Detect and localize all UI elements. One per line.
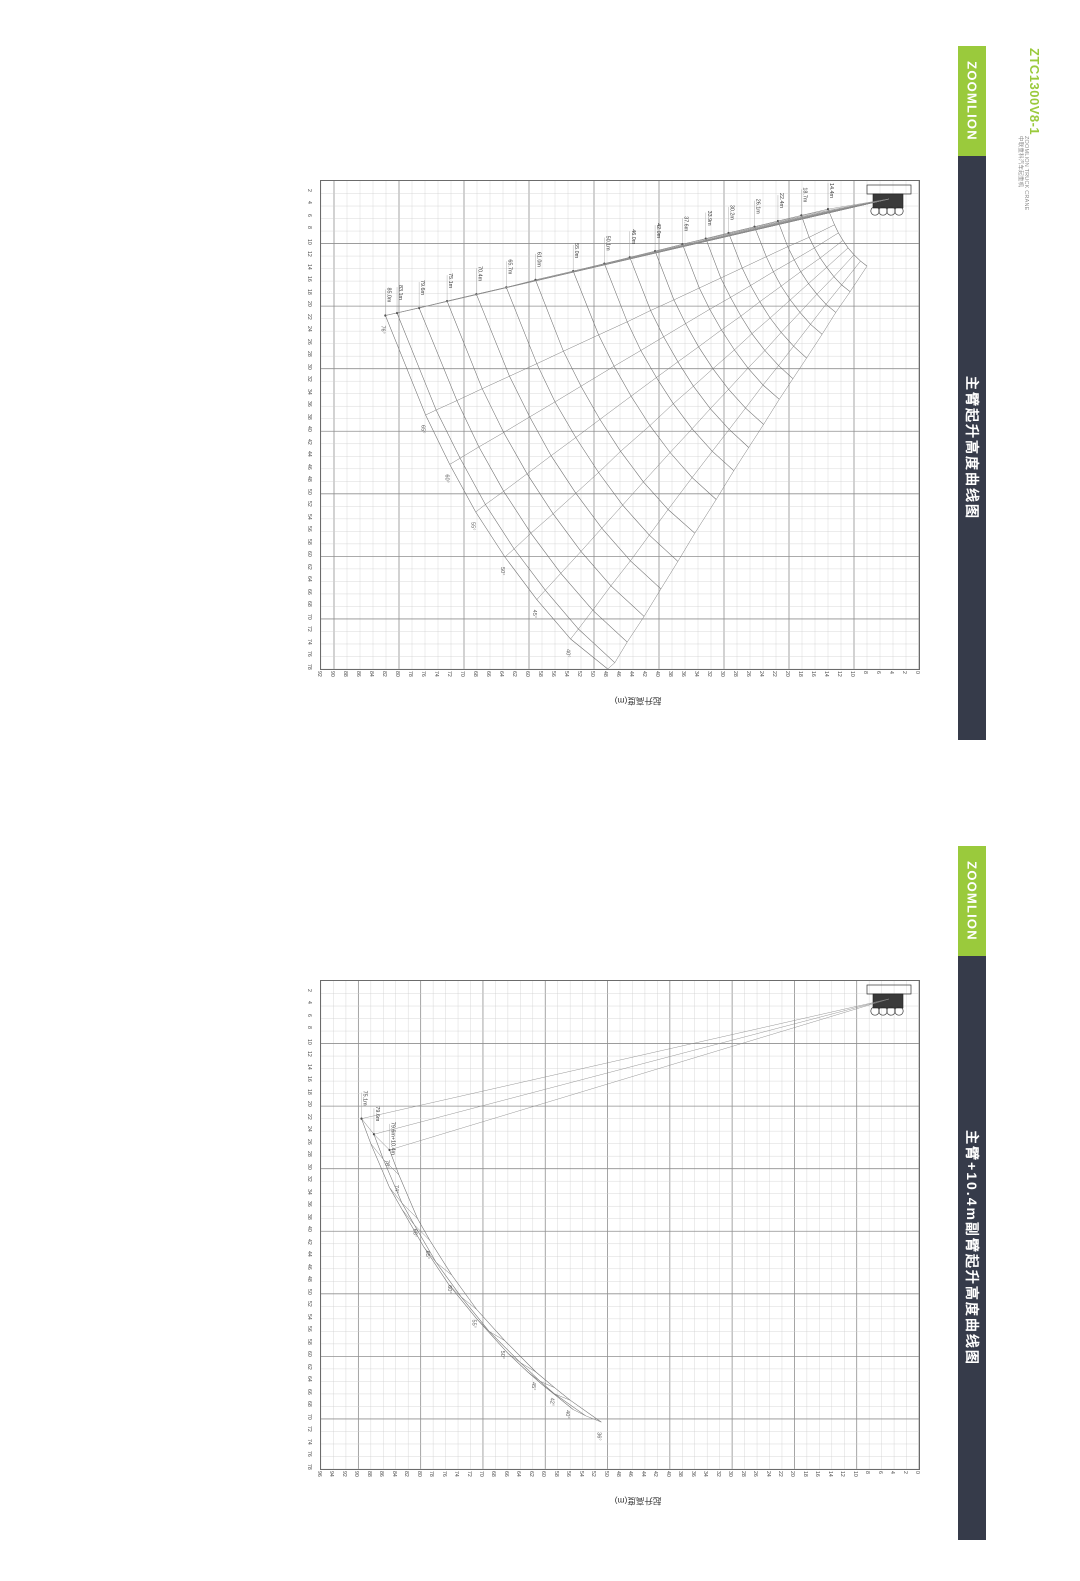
radius-tick-labels: 2 4 6 8 10 12 14 16 18 20 22 24 26 28 30 32 34 36 38 40 42 44… (306, 988, 312, 1470)
svg-text:26.1m: 26.1m (755, 199, 761, 214)
svg-text:65.7m: 65.7m (506, 259, 512, 274)
svg-text:60°: 60° (446, 1285, 452, 1293)
chart-main-boom: 工作幅度 (m) 起升高度(m) 76°65°60°55°50°45°40°35… (280, 70, 940, 740)
svg-text:79.6m: 79.6m (374, 1106, 380, 1121)
svg-text:30.2m: 30.2m (729, 205, 735, 220)
height-tick-labels: 0 2 4 6 8 10 12 14 16 18 20 22 24 26 28 30 32 34 36 38 40 42 4… (316, 1471, 920, 1477)
svg-text:36°: 36° (595, 1432, 601, 1440)
svg-text:78°: 78° (383, 1160, 389, 1168)
svg-text:79.6m+10.4m: 79.6m+10.4m (389, 1122, 395, 1156)
brand-label-1: ZOOMLION (964, 61, 980, 141)
svg-text:40°: 40° (564, 1410, 570, 1418)
svg-text:42.0m: 42.0m (655, 223, 661, 238)
chart-title-1: 主臂起升高度曲线图 (964, 376, 980, 520)
svg-text:18.7m: 18.7m (801, 187, 807, 202)
chart-main-boom-jib: 工作幅度 (m) 起升高度(m) 78°74°68°65°60°55°50°45… (280, 870, 940, 1540)
plot-area-2: 78° 74° 68° 65° 60° 55° 50° 45° 42° 40° 36° 75.1m 79… (320, 980, 920, 1470)
model-subtitle-cn: 中联重科汽车起重机 (1017, 136, 1023, 188)
svg-text:37.6m: 37.6m (682, 216, 688, 231)
brand-banner-1: ZOOMLION (958, 46, 986, 156)
title-banner-2: 主臂+10.4m副臂起升高度曲线图 (958, 956, 986, 1540)
svg-text:61.0m: 61.0m (536, 252, 542, 267)
svg-text:33.9m: 33.9m (706, 211, 712, 226)
svg-text:45°: 45° (530, 1382, 536, 1390)
radius-tick-labels: 2 4 6 8 10 12 14 16 18 20 22 24 26 28 30 32 34 36 38 40 42 44… (306, 188, 312, 670)
svg-text:85.0m: 85.0m (385, 287, 391, 302)
svg-text:76°: 76° (379, 325, 385, 333)
plot-area-1: 76°65°60°55°50°45°40°35°14.4m18.7m22.4m2… (320, 180, 920, 670)
svg-text:50°: 50° (499, 1351, 505, 1359)
svg-text:55°: 55° (470, 522, 476, 530)
height-tick-labels: 0 2 4 6 8 10 12 14 16 18 20 22 24 26 28 30 32 34 36 38 40 42 4… (316, 671, 920, 677)
svg-text:50.1m: 50.1m (604, 236, 610, 251)
svg-text:55.0m: 55.0m (573, 243, 579, 258)
svg-text:42°: 42° (549, 1398, 555, 1406)
svg-text:79.6m: 79.6m (419, 280, 425, 295)
svg-text:55°: 55° (471, 1320, 477, 1328)
model-code-strip: ZTC1300V8-1 ZOOMLION TRUCK CRANE 中联重科汽车起… (1017, 40, 1080, 240)
brand-banner-2: ZOOMLION (958, 846, 986, 956)
svg-text:70.4m: 70.4m (476, 266, 482, 281)
svg-text:46.0m: 46.0m (630, 229, 636, 244)
svg-text:14.4m: 14.4m (828, 183, 834, 198)
svg-text:83.1m: 83.1m (397, 285, 403, 300)
chart-title-2: 主臂+10.4m副臂起升高度曲线图 (964, 1130, 980, 1366)
axis-title-height-2: 起升高度(m) (614, 1496, 662, 1506)
svg-text:68°: 68° (412, 1229, 418, 1237)
svg-text:45°: 45° (531, 610, 537, 618)
title-banner-1: 主臂起升高度曲线图 (958, 156, 986, 740)
brand-label-2: ZOOMLION (964, 861, 980, 941)
svg-text:65°: 65° (420, 425, 426, 433)
svg-text:75.1m: 75.1m (361, 1091, 367, 1106)
svg-text:60°: 60° (444, 474, 450, 482)
svg-text:50°: 50° (499, 567, 505, 575)
svg-text:40°: 40° (565, 649, 571, 657)
axis-title-height-1: 起升高度(m) (614, 696, 662, 706)
svg-text:22.4m: 22.4m (778, 193, 784, 208)
svg-text:65°: 65° (424, 1251, 430, 1259)
model-code-text: ZTC1300V8-1 (1027, 48, 1042, 136)
svg-text:75.1m: 75.1m (447, 273, 453, 288)
svg-text:74°: 74° (393, 1185, 399, 1193)
